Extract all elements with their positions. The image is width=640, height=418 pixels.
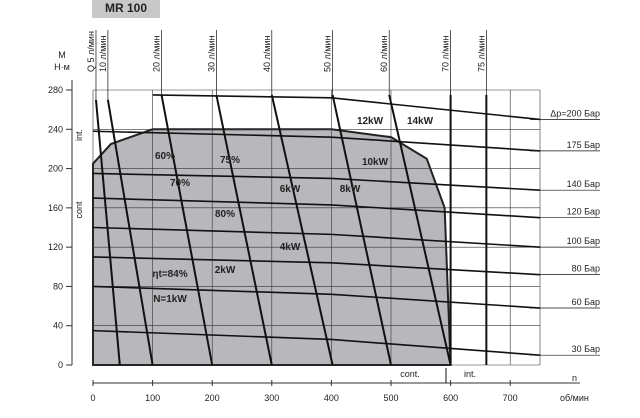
annotation: 14kW — [407, 116, 434, 127]
flow-line — [270, 94, 334, 366]
flow-line — [388, 94, 452, 366]
pressure-line — [92, 285, 541, 309]
y-tick-label: 240 — [48, 124, 63, 134]
axis-note: cont. — [400, 369, 420, 379]
pressure-line — [152, 94, 541, 121]
flow-line — [106, 99, 154, 366]
annotation: 10kW — [362, 157, 389, 168]
pressure-label: 120 Бар — [567, 207, 600, 217]
flow-line — [215, 94, 273, 366]
axis-note: int. — [74, 129, 84, 141]
x-tick-label: 300 — [264, 393, 279, 403]
pressure-label: Δp=200 Бар — [550, 108, 600, 118]
x-tick-label: 500 — [383, 393, 398, 403]
pressure-line — [92, 197, 541, 219]
x-tick-label: 200 — [205, 393, 220, 403]
pressure-label: 80 Бар — [572, 264, 600, 274]
y-tick-label: 280 — [48, 85, 63, 95]
annotation: 80% — [215, 209, 235, 220]
title-box — [92, 0, 160, 18]
y-label: M — [58, 50, 66, 60]
axis-note: int. — [464, 369, 476, 379]
x-tick-label: 400 — [324, 393, 339, 403]
flow-label: 40 л/мин — [262, 36, 272, 72]
annotation: 8kW — [340, 184, 361, 195]
annotation: N=1kW — [153, 294, 187, 305]
pressure-label: 100 Бар — [567, 236, 600, 246]
flow-label: 50 л/мин — [323, 36, 333, 72]
annotation: 70% — [170, 178, 190, 189]
pressure-line — [92, 256, 541, 276]
annotation: 75% — [220, 155, 240, 166]
flow-label: 20 л/мин — [152, 36, 162, 72]
x-tick-label: 600 — [443, 393, 458, 403]
annotation: 6kW — [280, 184, 301, 195]
flow-label: 10 л/мин — [98, 36, 108, 72]
x-tick-label: 700 — [503, 393, 518, 403]
axis-note: cont — [74, 201, 84, 219]
pressure-label: 60 Бар — [572, 297, 600, 307]
flow-label: 30 л/мин — [206, 36, 216, 72]
flow-line — [331, 94, 392, 366]
pressure-label: 140 Бар — [567, 179, 600, 189]
chart-title: MR 100 — [105, 1, 147, 15]
pressure-line — [92, 329, 541, 356]
annotation: 60% — [155, 151, 175, 162]
flow-label: 75 л/мин — [476, 36, 486, 72]
x-label: об/мин — [560, 393, 589, 403]
pressure-line — [92, 172, 541, 191]
y-tick-label: 120 — [48, 242, 63, 252]
x-tick-label: 0 — [90, 393, 95, 403]
y-tick-label: 0 — [58, 360, 63, 370]
y-label: Н·м — [54, 62, 70, 72]
x-tick-label: 100 — [145, 393, 160, 403]
y-tick-label: 160 — [48, 203, 63, 213]
y-tick-label: 200 — [48, 164, 63, 174]
flow-line — [160, 94, 214, 366]
flow-line — [94, 99, 121, 366]
pressure-line — [92, 226, 541, 248]
annotation: 12kW — [357, 116, 384, 127]
flow-label: 70 л/мин — [441, 36, 451, 72]
x-label: n — [572, 373, 577, 383]
y-tick-label: 40 — [53, 321, 63, 331]
pressure-line — [92, 130, 541, 152]
flow-label: 60 л/мин — [379, 36, 389, 72]
annotation: ηt=84% — [152, 269, 187, 280]
annotation: 2kW — [215, 265, 236, 276]
annotation: 4kW — [280, 242, 301, 253]
pressure-label: 30 Бар — [572, 344, 600, 354]
y-tick-label: 80 — [53, 281, 63, 291]
pressure-label: 175 Бар — [567, 140, 600, 150]
flow-label: Q 5 л/мин — [86, 31, 96, 72]
